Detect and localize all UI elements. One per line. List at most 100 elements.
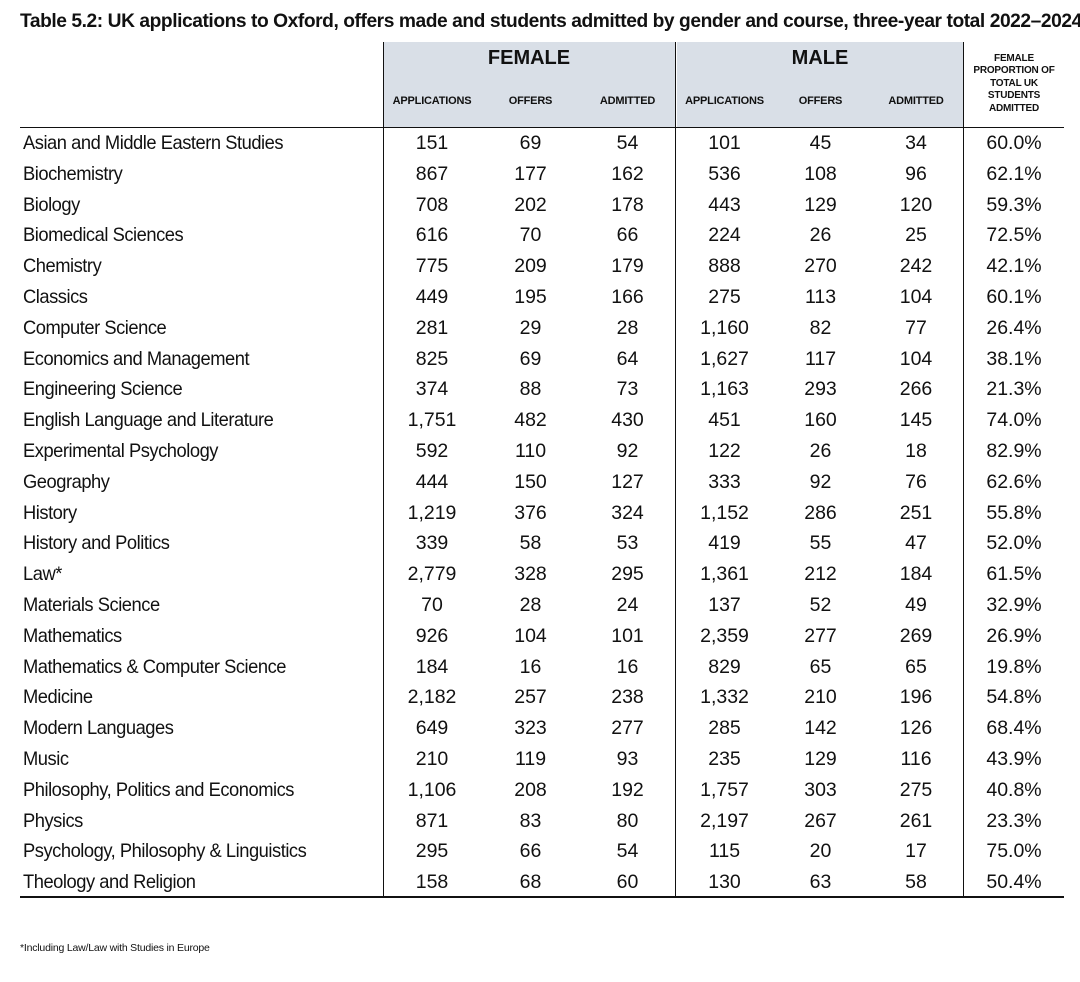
female-proportion-cell: 50.4%	[986, 871, 1042, 894]
female-applications-cell: 2,779	[407, 563, 457, 586]
male-applications-cell: 829	[708, 655, 741, 678]
male-applications-cell: 2,197	[700, 809, 749, 832]
male-applications-cell: 536	[708, 162, 741, 185]
female-admitted-cell: 53	[616, 532, 639, 555]
male-admitted-cell: 76	[905, 470, 927, 493]
male-admitted-cell: 96	[905, 162, 927, 185]
course-name-cell: Psychology, Philosophy & Linguistics	[23, 840, 307, 863]
female-admitted-cell: 73	[616, 378, 639, 401]
course-name-cell: Biomedical Sciences	[23, 224, 184, 247]
female-proportion-cell: 52.0%	[986, 532, 1042, 555]
female-applications-cell: 1,106	[407, 778, 457, 801]
female-applications-cell: 281	[415, 316, 449, 339]
female-offers-cell: 70	[519, 224, 542, 247]
female-proportion-cell: 60.1%	[986, 286, 1042, 308]
female-applications-cell: 775	[415, 255, 449, 278]
female-proportion-heading-text: FEMALE PROPORTION OF TOTAL UK STUDENTS A…	[973, 52, 1055, 114]
male-offers-cell: 293	[804, 378, 837, 401]
male-admitted-cell: 77	[905, 316, 927, 339]
female-header-background	[383, 42, 675, 127]
female-offers-cell: 83	[519, 809, 542, 832]
female-offers-cell: 104	[514, 624, 547, 647]
male-offers-cell: 267	[804, 809, 837, 832]
female-applications-cell: 151	[415, 132, 449, 154]
female-proportion-cell: 54.8%	[986, 686, 1042, 709]
female-admitted-cell: 66	[616, 224, 639, 247]
male-applications-cell: 130	[708, 871, 741, 894]
female-proportion-cell: 26.9%	[986, 624, 1042, 647]
male-admitted-cell: 49	[905, 594, 927, 616]
table-row: Music 210 119 93 235 129 116 43.9%	[0, 744, 1080, 775]
footnote: *Including Law/Law with Studies in Europ…	[20, 942, 210, 954]
table-row: Engineering Science 374 88 73 1,163 293 266 21.…	[0, 374, 1080, 405]
female-offers-cell: 177	[514, 162, 547, 185]
table-row: Computer Science 281 29 28 1,160 82 77 26.4%	[0, 313, 1080, 344]
female-admitted-heading: ADMITTED	[599, 95, 656, 107]
table-row: History 1,219 376 324 1,152 286 251 55.8%	[0, 498, 1080, 529]
male-offers-cell: 26	[809, 440, 832, 462]
table-row: Physics 871 83 80 2,197 267 261 23.3%	[0, 806, 1080, 837]
table-row: Geography 444 150 127 333 92 76 62.6%	[0, 467, 1080, 498]
female-applications-cell: 444	[415, 470, 449, 493]
female-offers-heading: OFFERS	[508, 95, 553, 107]
female-offers-cell: 28	[519, 594, 542, 616]
course-name-cell: Chemistry	[23, 255, 102, 278]
course-name-cell: Classics	[23, 286, 88, 308]
female-admitted-cell: 430	[611, 409, 644, 432]
male-applications-cell: 1,163	[700, 378, 749, 401]
female-offers-cell: 209	[514, 255, 547, 278]
female-offers-cell: 119	[514, 748, 547, 770]
table-row: English Language and Literature 1,751 482 4…	[0, 405, 1080, 436]
female-proportion-cell: 26.4%	[986, 316, 1042, 339]
female-admitted-cell: 54	[616, 840, 639, 863]
female-proportion-cell: 38.1%	[986, 347, 1042, 370]
female-offers-cell: 202	[514, 193, 547, 216]
female-admitted-cell: 166	[611, 286, 644, 308]
female-admitted-cell: 127	[611, 470, 644, 493]
female-proportion-cell: 68.4%	[986, 717, 1042, 740]
male-offers-cell: 160	[804, 409, 837, 432]
female-offers-cell: 323	[514, 717, 547, 740]
male-applications-cell: 2,359	[700, 624, 749, 647]
table-row: Materials Science 70 28 24 137 52 49 32.9%	[0, 590, 1080, 621]
male-admitted-cell: 17	[905, 840, 927, 863]
male-offers-cell: 92	[809, 470, 832, 493]
table-row: Mathematics 926 104 101 2,359 277 269 26.9%	[0, 621, 1080, 652]
course-name-cell: Law*	[23, 563, 62, 586]
female-proportion-cell: 32.9%	[986, 594, 1042, 616]
male-admitted-cell: 25	[905, 224, 927, 247]
male-admitted-cell: 104	[899, 347, 933, 370]
table-row: Psychology, Philosophy & Linguistics 295 6…	[0, 836, 1080, 867]
female-offers-cell: 58	[519, 532, 542, 555]
female-offers-cell: 195	[514, 286, 547, 308]
female-admitted-cell: 238	[611, 686, 644, 709]
course-name-cell: Asian and Middle Eastern Studies	[23, 132, 284, 154]
male-offers-cell: 20	[809, 840, 832, 863]
course-name-cell: Modern Languages	[23, 717, 174, 740]
column-divider	[675, 42, 676, 898]
male-applications-cell: 115	[708, 840, 741, 863]
female-proportion-cell: 75.0%	[986, 840, 1042, 863]
male-admitted-cell: 65	[905, 655, 927, 678]
male-group-heading: MALE	[791, 47, 849, 69]
male-admitted-cell: 242	[899, 255, 933, 278]
table-row: Asian and Middle Eastern Studies 151 69 54 1…	[0, 128, 1080, 159]
female-applications-cell: 616	[415, 224, 449, 247]
male-offers-heading: OFFERS	[798, 95, 843, 107]
table-row: Experimental Psychology 592 110 92 122 26 18 82…	[0, 436, 1080, 467]
male-admitted-cell: 145	[899, 409, 933, 432]
female-admitted-cell: 54	[616, 132, 639, 154]
female-applications-cell: 2,182	[407, 686, 457, 709]
female-offers-cell: 66	[519, 840, 542, 863]
table-row: Biochemistry 867 177 162 536 108 96 62.1%	[0, 159, 1080, 190]
female-group-heading: FEMALE	[487, 47, 571, 69]
female-proportion-cell: 42.1%	[986, 255, 1042, 278]
table-row: Classics 449 195 166 275 113 104 60.1%	[0, 282, 1080, 313]
course-name-cell: Biochemistry	[23, 162, 123, 185]
male-applications-cell: 235	[708, 748, 741, 770]
male-offers-cell: 286	[804, 501, 837, 524]
female-admitted-cell: 295	[611, 563, 644, 586]
course-name-cell: Economics and Management	[23, 347, 250, 370]
male-applications-cell: 1,160	[700, 316, 749, 339]
female-offers-cell: 29	[519, 316, 542, 339]
